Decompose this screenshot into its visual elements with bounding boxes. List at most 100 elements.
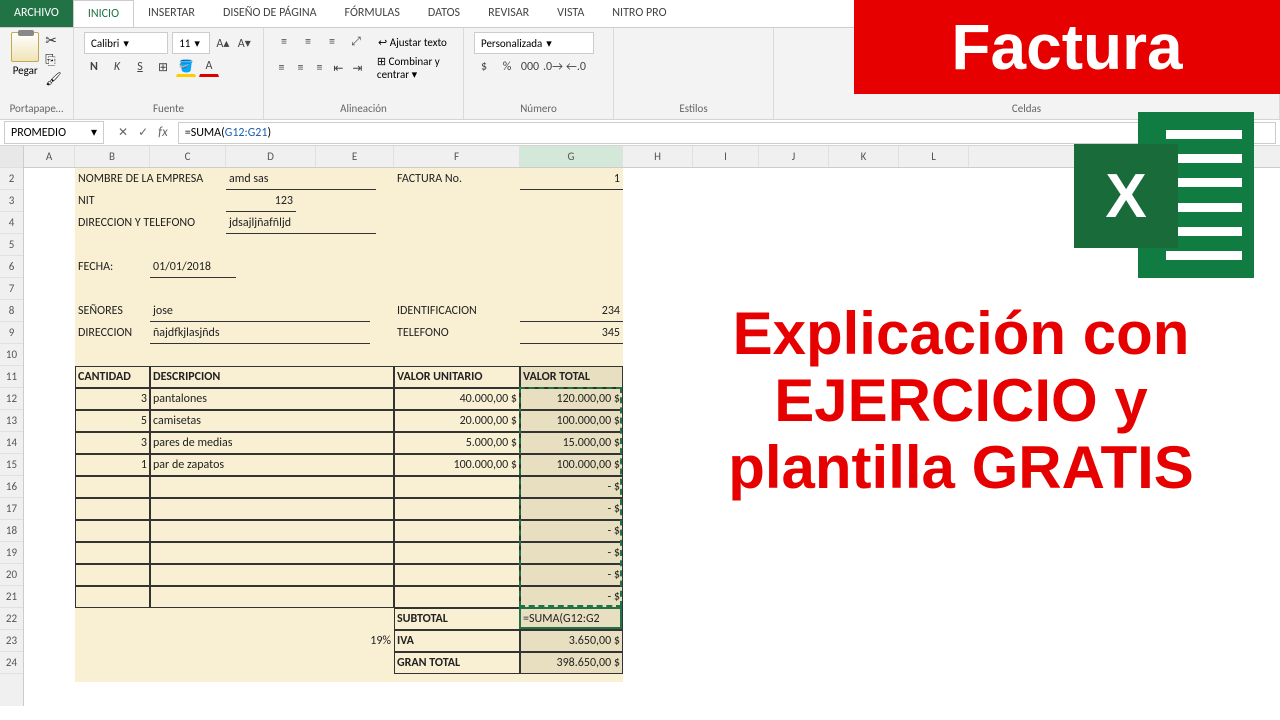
tab-layout[interactable]: DISEÑO DE PÁGINA (209, 0, 331, 27)
tab-file[interactable]: ARCHIVO (0, 0, 73, 27)
dec-decimal-icon[interactable]: ←.0 (566, 57, 586, 77)
cell-C9[interactable]: ñajdfkjlasjñds (150, 322, 370, 344)
row-header-6[interactable]: 6 (0, 256, 23, 278)
cell-G18[interactable]: - $ (520, 520, 623, 542)
cell-E23[interactable]: 19% (316, 630, 394, 652)
decrease-font-icon[interactable]: A▾ (236, 33, 253, 53)
align-bot-icon[interactable]: ≡ (322, 32, 342, 52)
inc-decimal-icon[interactable]: .0→ (543, 57, 563, 77)
number-format-select[interactable]: Personalizada▾ (474, 32, 594, 54)
tab-insert[interactable]: INSERTAR (134, 0, 209, 27)
tab-data[interactable]: DATOS (414, 0, 474, 27)
name-box[interactable]: PROMEDIO▾ (4, 121, 104, 144)
fx-icon[interactable]: fx (158, 125, 168, 140)
col-header-G[interactable]: G (520, 146, 623, 167)
cell-D4[interactable]: jdsajljñafñljd (226, 212, 376, 234)
cell-F9[interactable]: TELEFONO (394, 322, 520, 344)
font-color-button[interactable]: A (199, 57, 219, 77)
cell-G8[interactable]: 234 (520, 300, 623, 322)
align-top-icon[interactable]: ≡ (274, 32, 294, 52)
font-size-select[interactable]: 11▾ (172, 32, 210, 54)
cell-G21[interactable]: - $ (520, 586, 623, 608)
row-header-22[interactable]: 22 (0, 608, 23, 630)
col-header-D[interactable]: D (226, 146, 316, 167)
cell-F12[interactable]: 40.000,00 $ (394, 388, 520, 410)
cell-C6[interactable]: 01/01/2018 (150, 256, 236, 278)
row-header-14[interactable]: 14 (0, 432, 23, 454)
cell-F2[interactable]: FACTURA No. (394, 168, 520, 190)
cell-F22[interactable]: SUBTOTAL (394, 608, 520, 630)
increase-font-icon[interactable]: A▴ (214, 33, 231, 53)
cell-G19[interactable]: - $ (520, 542, 623, 564)
borders-button[interactable]: ⊞ (153, 57, 173, 77)
row-header-21[interactable]: 21 (0, 586, 23, 608)
col-header-F[interactable]: F (394, 146, 520, 167)
col-header-K[interactable]: K (829, 146, 899, 167)
col-header-B[interactable]: B (75, 146, 150, 167)
cell-C15[interactable]: par de zapatos (150, 454, 370, 476)
row-header-11[interactable]: 11 (0, 366, 23, 388)
row-header-15[interactable]: 15 (0, 454, 23, 476)
align-mid-icon[interactable]: ≡ (298, 32, 318, 52)
row-header-16[interactable]: 16 (0, 476, 23, 498)
cell-G16[interactable]: - $ (520, 476, 623, 498)
cell-C13[interactable]: camisetas (150, 410, 370, 432)
bold-button[interactable]: N (84, 57, 104, 77)
tab-home[interactable]: INICIO (73, 0, 134, 27)
italic-button[interactable]: K (107, 57, 127, 77)
cut-icon[interactable]: ✂ (45, 32, 62, 49)
cell-G23[interactable]: 3.650,00 $ (520, 630, 623, 652)
percent-button[interactable]: % (497, 57, 517, 77)
cell-F13[interactable]: 20.000,00 $ (394, 410, 520, 432)
cell-D2[interactable]: amd sas (226, 168, 376, 190)
cell-G22[interactable]: =SUMA(G12:G2 (520, 608, 623, 630)
cell-G12[interactable]: 120.000,00 $ (520, 388, 623, 410)
wrap-text-button[interactable]: ↩ Ajustar texto (378, 36, 447, 49)
cell-B2[interactable]: NOMBRE DE LA EMPRESA (75, 168, 150, 190)
row-header-9[interactable]: 9 (0, 322, 23, 344)
row-header-13[interactable]: 13 (0, 410, 23, 432)
cell-B11[interactable]: CANTIDAD (75, 366, 150, 388)
cell-B3[interactable]: NIT (75, 190, 150, 212)
tab-review[interactable]: REVISAR (474, 0, 543, 27)
row-header-4[interactable]: 4 (0, 212, 23, 234)
cell-G15[interactable]: 100.000,00 $ (520, 454, 623, 476)
cell-B4[interactable]: DIRECCION Y TELEFONO (75, 212, 150, 234)
row-header-18[interactable]: 18 (0, 520, 23, 542)
cell-G13[interactable]: 100.000,00 $ (520, 410, 623, 432)
currency-button[interactable]: $ (474, 57, 494, 77)
cell-F23[interactable]: IVA (394, 630, 520, 652)
col-header-L[interactable]: L (899, 146, 969, 167)
format-painter-icon[interactable]: 🖌 (45, 72, 62, 87)
col-header-J[interactable]: J (759, 146, 829, 167)
copy-icon[interactable]: ⎘ (45, 53, 62, 68)
row-header-2[interactable]: 2 (0, 168, 23, 190)
cell-G11[interactable]: VALOR TOTAL (520, 366, 623, 388)
cell-B14[interactable]: 3 (75, 432, 150, 454)
col-header-A[interactable]: A (24, 146, 75, 167)
orientation-icon[interactable]: ⤢ (346, 32, 366, 52)
indent-dec-icon[interactable]: ⇤ (331, 58, 346, 78)
cancel-icon[interactable]: ✕ (118, 125, 128, 140)
row-header-3[interactable]: 3 (0, 190, 23, 212)
align-right-icon[interactable]: ≡ (312, 58, 327, 78)
row-header-10[interactable]: 10 (0, 344, 23, 366)
align-left-icon[interactable]: ≡ (274, 58, 289, 78)
cell-B6[interactable]: FECHA: (75, 256, 150, 278)
row-header-19[interactable]: 19 (0, 542, 23, 564)
cell-G20[interactable]: - $ (520, 564, 623, 586)
cell-G2[interactable]: 1 (520, 168, 623, 190)
row-header-7[interactable]: 7 (0, 278, 23, 300)
row-header-5[interactable]: 5 (0, 234, 23, 256)
accept-icon[interactable]: ✓ (138, 125, 148, 140)
cell-G24[interactable]: 398.650,00 $ (520, 652, 623, 674)
col-header-C[interactable]: C (150, 146, 226, 167)
align-center-icon[interactable]: ≡ (293, 58, 308, 78)
col-header-E[interactable]: E (316, 146, 394, 167)
tab-view[interactable]: VISTA (543, 0, 598, 27)
cell-C14[interactable]: pares de medias (150, 432, 370, 454)
fill-color-button[interactable]: 🪣 (176, 57, 196, 77)
cell-F24[interactable]: GRAN TOTAL (394, 652, 520, 674)
indent-inc-icon[interactable]: ⇥ (350, 58, 365, 78)
row-header-24[interactable]: 24 (0, 652, 23, 674)
